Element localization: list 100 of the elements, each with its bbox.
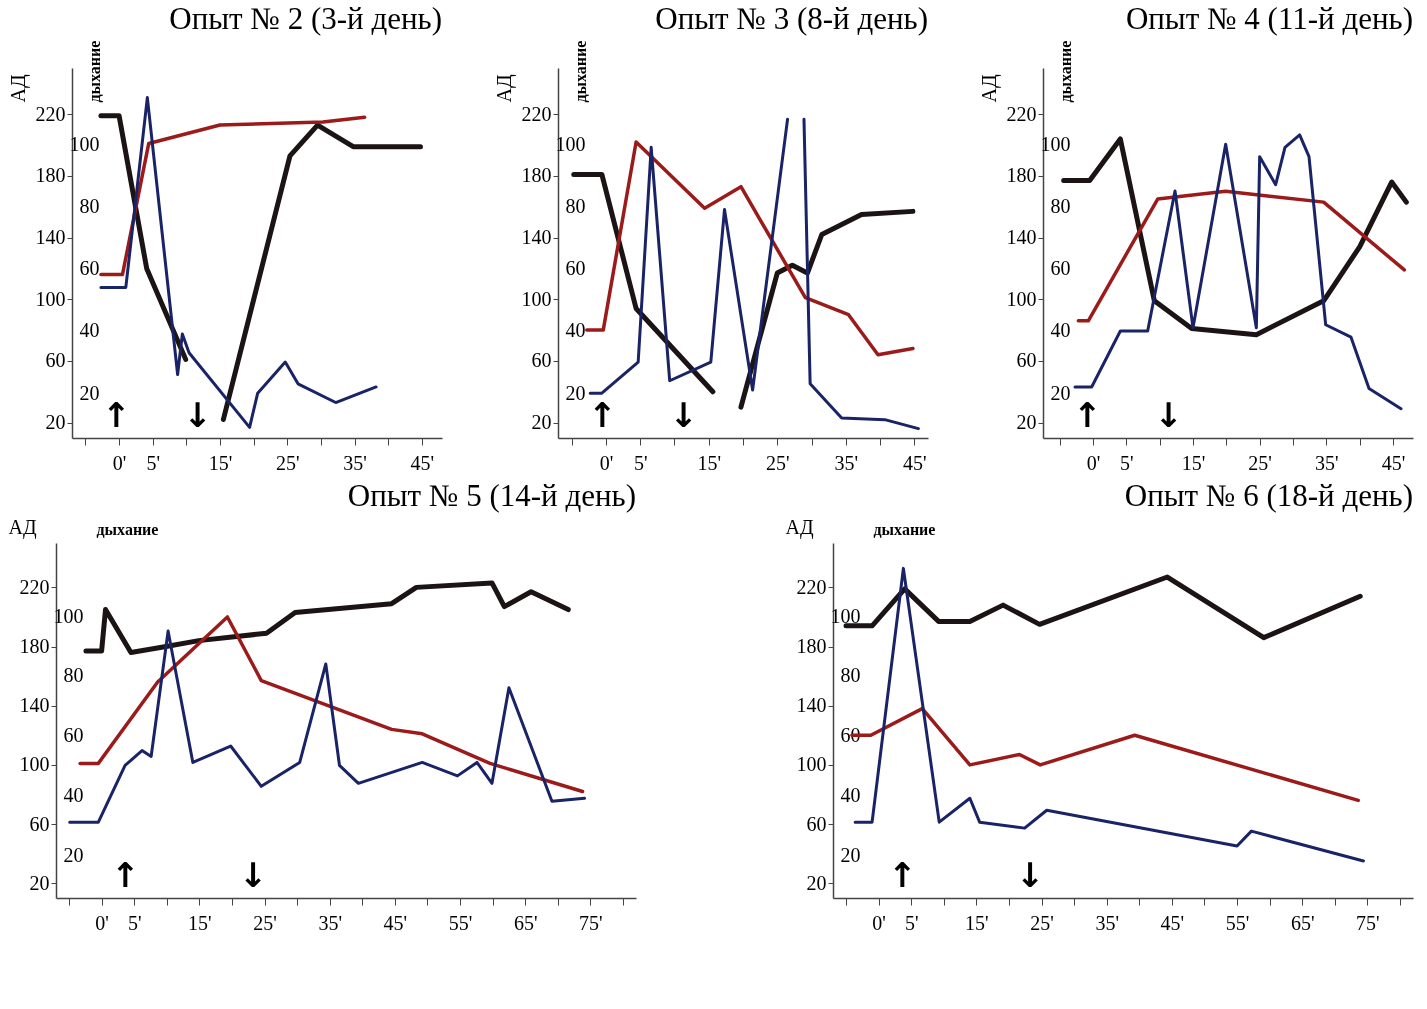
y-tick-label: 140 [521,226,551,249]
y-tick-label: 220 [521,102,551,125]
x-tick-label: 65' [1290,911,1315,934]
line-series [584,140,915,357]
x-tick-label: 5' [146,451,161,474]
x-tick-label: 75' [579,911,603,934]
y-tick-label: 60 [531,349,551,372]
y-tick-label: 220 [19,575,50,598]
chart-title: Опыт № 4 (11-й день) [1125,1,1413,37]
y-tick-label: 140 [19,694,50,717]
y2-tick-label: 80 [1050,194,1071,217]
annotation: ↓ [669,395,698,435]
y-tick-label: 60 [1016,349,1037,372]
x-tick-label: 35' [1315,451,1339,474]
x-tick-label: 45' [383,911,408,934]
y-tick-label: 140 [35,226,66,249]
y-tick-label: 100 [19,753,50,776]
x-tick-label: 45' [410,451,435,474]
x-tick-label: 15' [188,911,212,934]
y-tick-label: 220 [796,575,827,598]
y-axis-title: АД [6,74,30,103]
x-tick-label: 25' [253,911,277,934]
y2-axis-title: дыхание [571,40,588,103]
y2-tick-label: 20 [840,843,861,866]
y2-tick-label: 60 [1050,257,1071,280]
y2-tick-label: 40 [565,319,585,342]
annotation: ↑ [888,855,917,895]
y-tick-label: 220 [1006,102,1037,125]
y2-tick-label: 80 [63,664,84,687]
annotation: ↑ [1073,395,1102,435]
y-tick-label: 60 [806,812,827,835]
x-tick-label: 15' [208,451,233,474]
x-tick-label: 35' [833,451,858,474]
y2-axis-title: дыхание [1056,40,1074,103]
y2-tick-label: 60 [79,257,100,280]
y2-tick-label: 80 [840,664,861,687]
annotation: ↑ [102,395,131,435]
y-tick-label: 60 [29,812,50,835]
x-tick-label: 65' [513,911,538,934]
line-series [1076,189,1407,323]
x-tick-label: 5' [633,451,648,474]
y-tick-label: 220 [35,102,66,125]
x-tick-label: 35' [1095,911,1120,934]
x-tick-label: 15' [1181,451,1206,474]
x-tick-label: 0' [112,451,127,474]
y-tick-label: 100 [796,753,827,776]
x-tick-label: 75' [1356,911,1380,934]
x-tick-label: 25' [1248,451,1272,474]
chart-title: Опыт № 2 (3-й день) [169,1,442,37]
x-tick-label: 35' [343,451,367,474]
y2-axis-title: дыхание [85,40,103,103]
y-tick-label: 140 [796,694,827,717]
y-tick-label: 140 [1006,226,1037,249]
x-tick-label: 0' [95,911,109,934]
chart-title: Опыт № 5 (14-й день) [347,478,636,513]
y-tick-label: 20 [29,871,50,894]
annotation: ↓ [238,855,268,895]
y2-tick-label: 40 [1050,319,1071,342]
y-tick-label: 20 [531,411,551,434]
y-axis-title: АД [785,515,814,539]
line-series [99,115,367,277]
y2-tick-label: 20 [79,381,100,404]
x-tick-label: 15' [696,451,721,474]
y2-tick-label: 60 [63,724,84,747]
y2-tick-label: 20 [1050,381,1071,404]
y2-tick-label: 40 [63,783,84,806]
y2-axis-title: дыхание [96,520,159,538]
y-tick-label: 180 [796,635,827,658]
y-axis-title: АД [492,74,515,103]
y-tick-label: 100 [521,287,551,310]
x-tick-label: 15' [965,911,989,934]
y2-tick-label: 80 [565,194,585,217]
y-tick-label: 180 [521,164,551,187]
y2-tick-label: 20 [565,381,585,404]
y-tick-label: 180 [35,164,66,187]
y2-axis-title: дыхание [873,520,936,538]
y2-tick-label: 80 [79,194,100,217]
y-axis-title: АД [8,515,37,539]
x-tick-label: 45' [902,451,927,474]
y-tick-label: 100 [1006,287,1037,310]
x-tick-label: 0' [1086,451,1101,474]
y-tick-label: 20 [1016,411,1037,434]
x-tick-label: 45' [1381,451,1406,474]
y-tick-label: 100 [35,287,66,310]
chart-title: Опыт № 3 (8-й день) [654,1,928,37]
x-tick-label: 35' [318,911,343,934]
y2-tick-label: 40 [840,783,861,806]
annotation: ↑ [111,855,140,895]
y-tick-label: 180 [1006,164,1037,187]
y2-tick-label: 20 [63,843,84,866]
y-tick-label: 180 [19,635,50,658]
x-tick-label: 55' [448,911,473,934]
x-tick-label: 5' [1120,451,1134,474]
x-tick-label: 45' [1160,911,1185,934]
chart-title: Опыт № 6 (18-й день) [1124,478,1413,513]
y-axis-title: АД [977,74,1001,103]
y-tick-label: 20 [806,871,827,894]
x-tick-label: 25' [1030,911,1054,934]
x-tick-label: 0' [872,911,886,934]
x-tick-label: 0' [599,451,613,474]
